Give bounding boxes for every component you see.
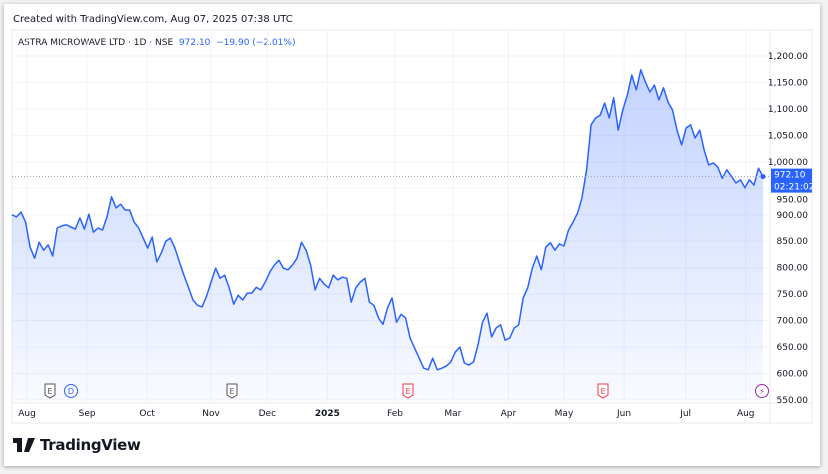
created-with-label: Created with TradingView.com, Aug 07, 20…	[13, 14, 293, 25]
tradingview-logo-icon	[13, 438, 35, 452]
earnings-icon	[226, 383, 238, 399]
x-tick-label: Jun	[616, 409, 631, 419]
y-tick-label: 700.00	[777, 317, 809, 327]
y-tick-label: 1,100.00	[768, 105, 808, 115]
event-label: ⚡	[759, 387, 765, 396]
y-tick-label: 650.00	[777, 343, 809, 353]
y-tick-label: 750.00	[777, 290, 809, 300]
event-label: E	[600, 387, 605, 396]
event-label: E	[47, 387, 52, 396]
event-label: D	[68, 387, 74, 396]
dividend-icon	[64, 384, 78, 398]
x-tick-label: Sep	[79, 409, 96, 419]
y-tick-label: 1,050.00	[768, 131, 808, 141]
x-tick-label: Apr	[501, 409, 517, 419]
x-tick-label: Dec	[259, 409, 276, 419]
y-tick-label: 850.00	[777, 237, 809, 247]
area-fill	[12, 69, 763, 401]
y-tick-label: 900.00	[777, 211, 809, 221]
last-price-dot	[760, 174, 766, 180]
y-tick-label: 550.00	[777, 396, 809, 406]
x-tick-label: Mar	[444, 409, 461, 419]
event-label: E	[405, 387, 410, 396]
symbol-legend: ASTRA MICROWAVE LTD · 1D · NSE 972.10 −1…	[18, 38, 295, 48]
x-tick-label: May	[555, 409, 574, 419]
earnings-icon	[402, 383, 414, 399]
earnings-icon	[597, 383, 609, 399]
price-line	[11, 69, 764, 371]
x-tick-label: Aug	[18, 409, 36, 419]
price-badge-countdown: 02:21:02	[774, 183, 814, 193]
last-price: 972.10	[178, 38, 211, 48]
y-tick-label: 950.00	[777, 196, 809, 206]
y-tick-label: 1,200.00	[768, 52, 808, 62]
y-tick-label: 1,000.00	[768, 158, 808, 168]
price-change: −19.90 (−2.01%)	[216, 38, 296, 48]
tradingview-logo[interactable]: TradingView	[13, 436, 141, 454]
split-icon	[755, 384, 769, 398]
y-tick-label: 800.00	[777, 264, 809, 274]
y-tick-label: 1,150.00	[768, 78, 808, 88]
x-tick-label: 2025	[315, 409, 340, 419]
event-label: E	[229, 387, 234, 396]
x-tick-label: Oct	[139, 409, 155, 419]
x-tick-label: Jul	[679, 409, 691, 419]
price-badge-value: 972.10	[774, 171, 806, 181]
brand-name: TradingView	[40, 436, 141, 454]
symbol-title: ASTRA MICROWAVE LTD · 1D · NSE	[18, 38, 174, 48]
price-badge	[771, 168, 812, 193]
earnings-icon	[44, 383, 56, 399]
x-tick-label: Aug	[737, 409, 755, 419]
y-tick-label: 600.00	[777, 370, 809, 380]
x-tick-label: Nov	[202, 409, 220, 419]
x-tick-label: Feb	[387, 409, 403, 419]
